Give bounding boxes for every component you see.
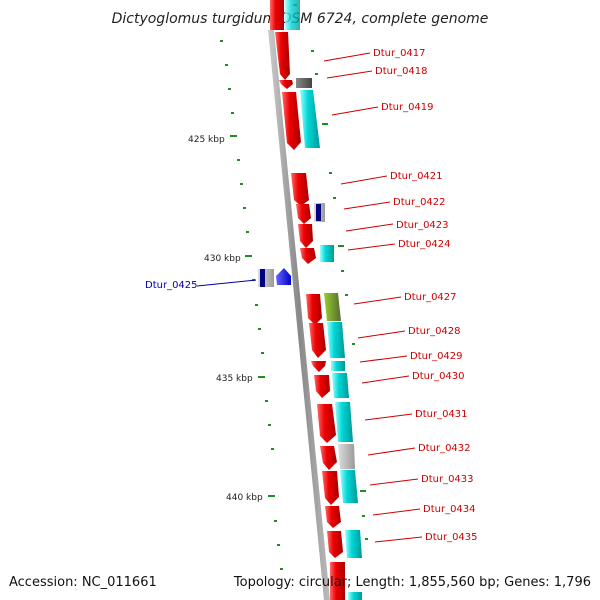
gene-arrow[interactable] [327,531,343,558]
gene-label[interactable]: Dtur_0433 [421,474,474,485]
gene-label[interactable]: Dtur_0422 [393,197,446,208]
cog-box[interactable] [340,470,358,503]
scale-label-425: 425 kbp [188,135,225,145]
cog-box[interactable] [331,361,345,371]
cog-box[interactable] [300,90,320,148]
gene-arrow[interactable] [309,323,326,358]
cog-box[interactable] [332,373,349,398]
cog-box[interactable] [338,444,355,469]
gene-arrow[interactable] [317,404,336,443]
gene-label[interactable]: Dtur_0417 [373,48,426,59]
gene-arrow[interactable] [270,0,284,30]
cog-box[interactable] [285,0,300,30]
gene-arrow-reverse[interactable] [260,269,265,287]
cog-box[interactable] [345,530,362,558]
gene-label[interactable]: Dtur_0423 [396,220,449,231]
accession-text: Accession: NC_011661 [9,575,157,590]
gene-label[interactable]: Dtur_0432 [418,443,471,454]
gene-label[interactable]: Dtur_0430 [412,371,465,382]
gene-label[interactable]: Dtur_0431 [415,409,468,420]
cog-boxes[interactable] [285,0,362,600]
gene-label[interactable]: Dtur_0419 [381,102,434,113]
gene-arrow[interactable] [314,375,330,398]
cog-box[interactable] [327,322,345,358]
cog-box[interactable] [348,592,362,600]
gene-label[interactable]: Dtur_0428 [408,326,461,337]
gene-labels[interactable]: Dtur_0417 Dtur_0418 Dtur_0419 Dtur_0421 … [145,48,478,543]
gene-arrow[interactable] [298,224,313,248]
gene-arrow[interactable] [275,32,290,80]
gene-label[interactable]: Dtur_0434 [423,504,476,515]
scale-label-430: 430 kbp [204,254,241,264]
gene-arrow[interactable] [311,361,326,372]
gene-arrow[interactable] [325,506,341,528]
gene-arrow[interactable] [330,562,345,600]
dna-backbone [268,30,330,600]
gene-arrow[interactable] [291,173,309,206]
cog-box[interactable] [320,245,334,262]
scale-label-435: 435 kbp [216,374,253,384]
forward-genes[interactable] [270,0,345,600]
gene-arrow[interactable] [322,471,339,505]
gene-label[interactable]: Dtur_0418 [375,66,428,77]
gene-label[interactable]: Dtur_0421 [390,171,443,182]
gene-arrow[interactable] [300,248,316,264]
gene-arrow[interactable] [306,294,322,325]
gene-label[interactable]: Dtur_0435 [425,532,478,543]
cog-box[interactable] [335,402,353,442]
cog-box[interactable] [324,293,341,321]
gene-arrow[interactable] [296,204,311,224]
topology-text: Topology: circular; Length: 1,855,560 bp… [233,575,591,590]
cog-box[interactable] [316,204,321,221]
gene-label[interactable]: Dtur_0425 [145,280,198,291]
gene-arrow[interactable] [279,80,293,89]
gene-arrow[interactable] [320,446,337,470]
scale-label-440: 440 kbp [226,493,263,503]
gene-arrow[interactable] [282,92,301,150]
gene-label[interactable]: Dtur_0424 [398,239,451,250]
label-leaders [196,52,423,543]
reverse-genes[interactable] [258,268,291,287]
gene-arrow-reverse[interactable] [276,268,291,285]
cog-box[interactable] [296,78,312,88]
gene-label[interactable]: Dtur_0427 [404,292,457,303]
gene-label[interactable]: Dtur_0429 [410,351,463,362]
